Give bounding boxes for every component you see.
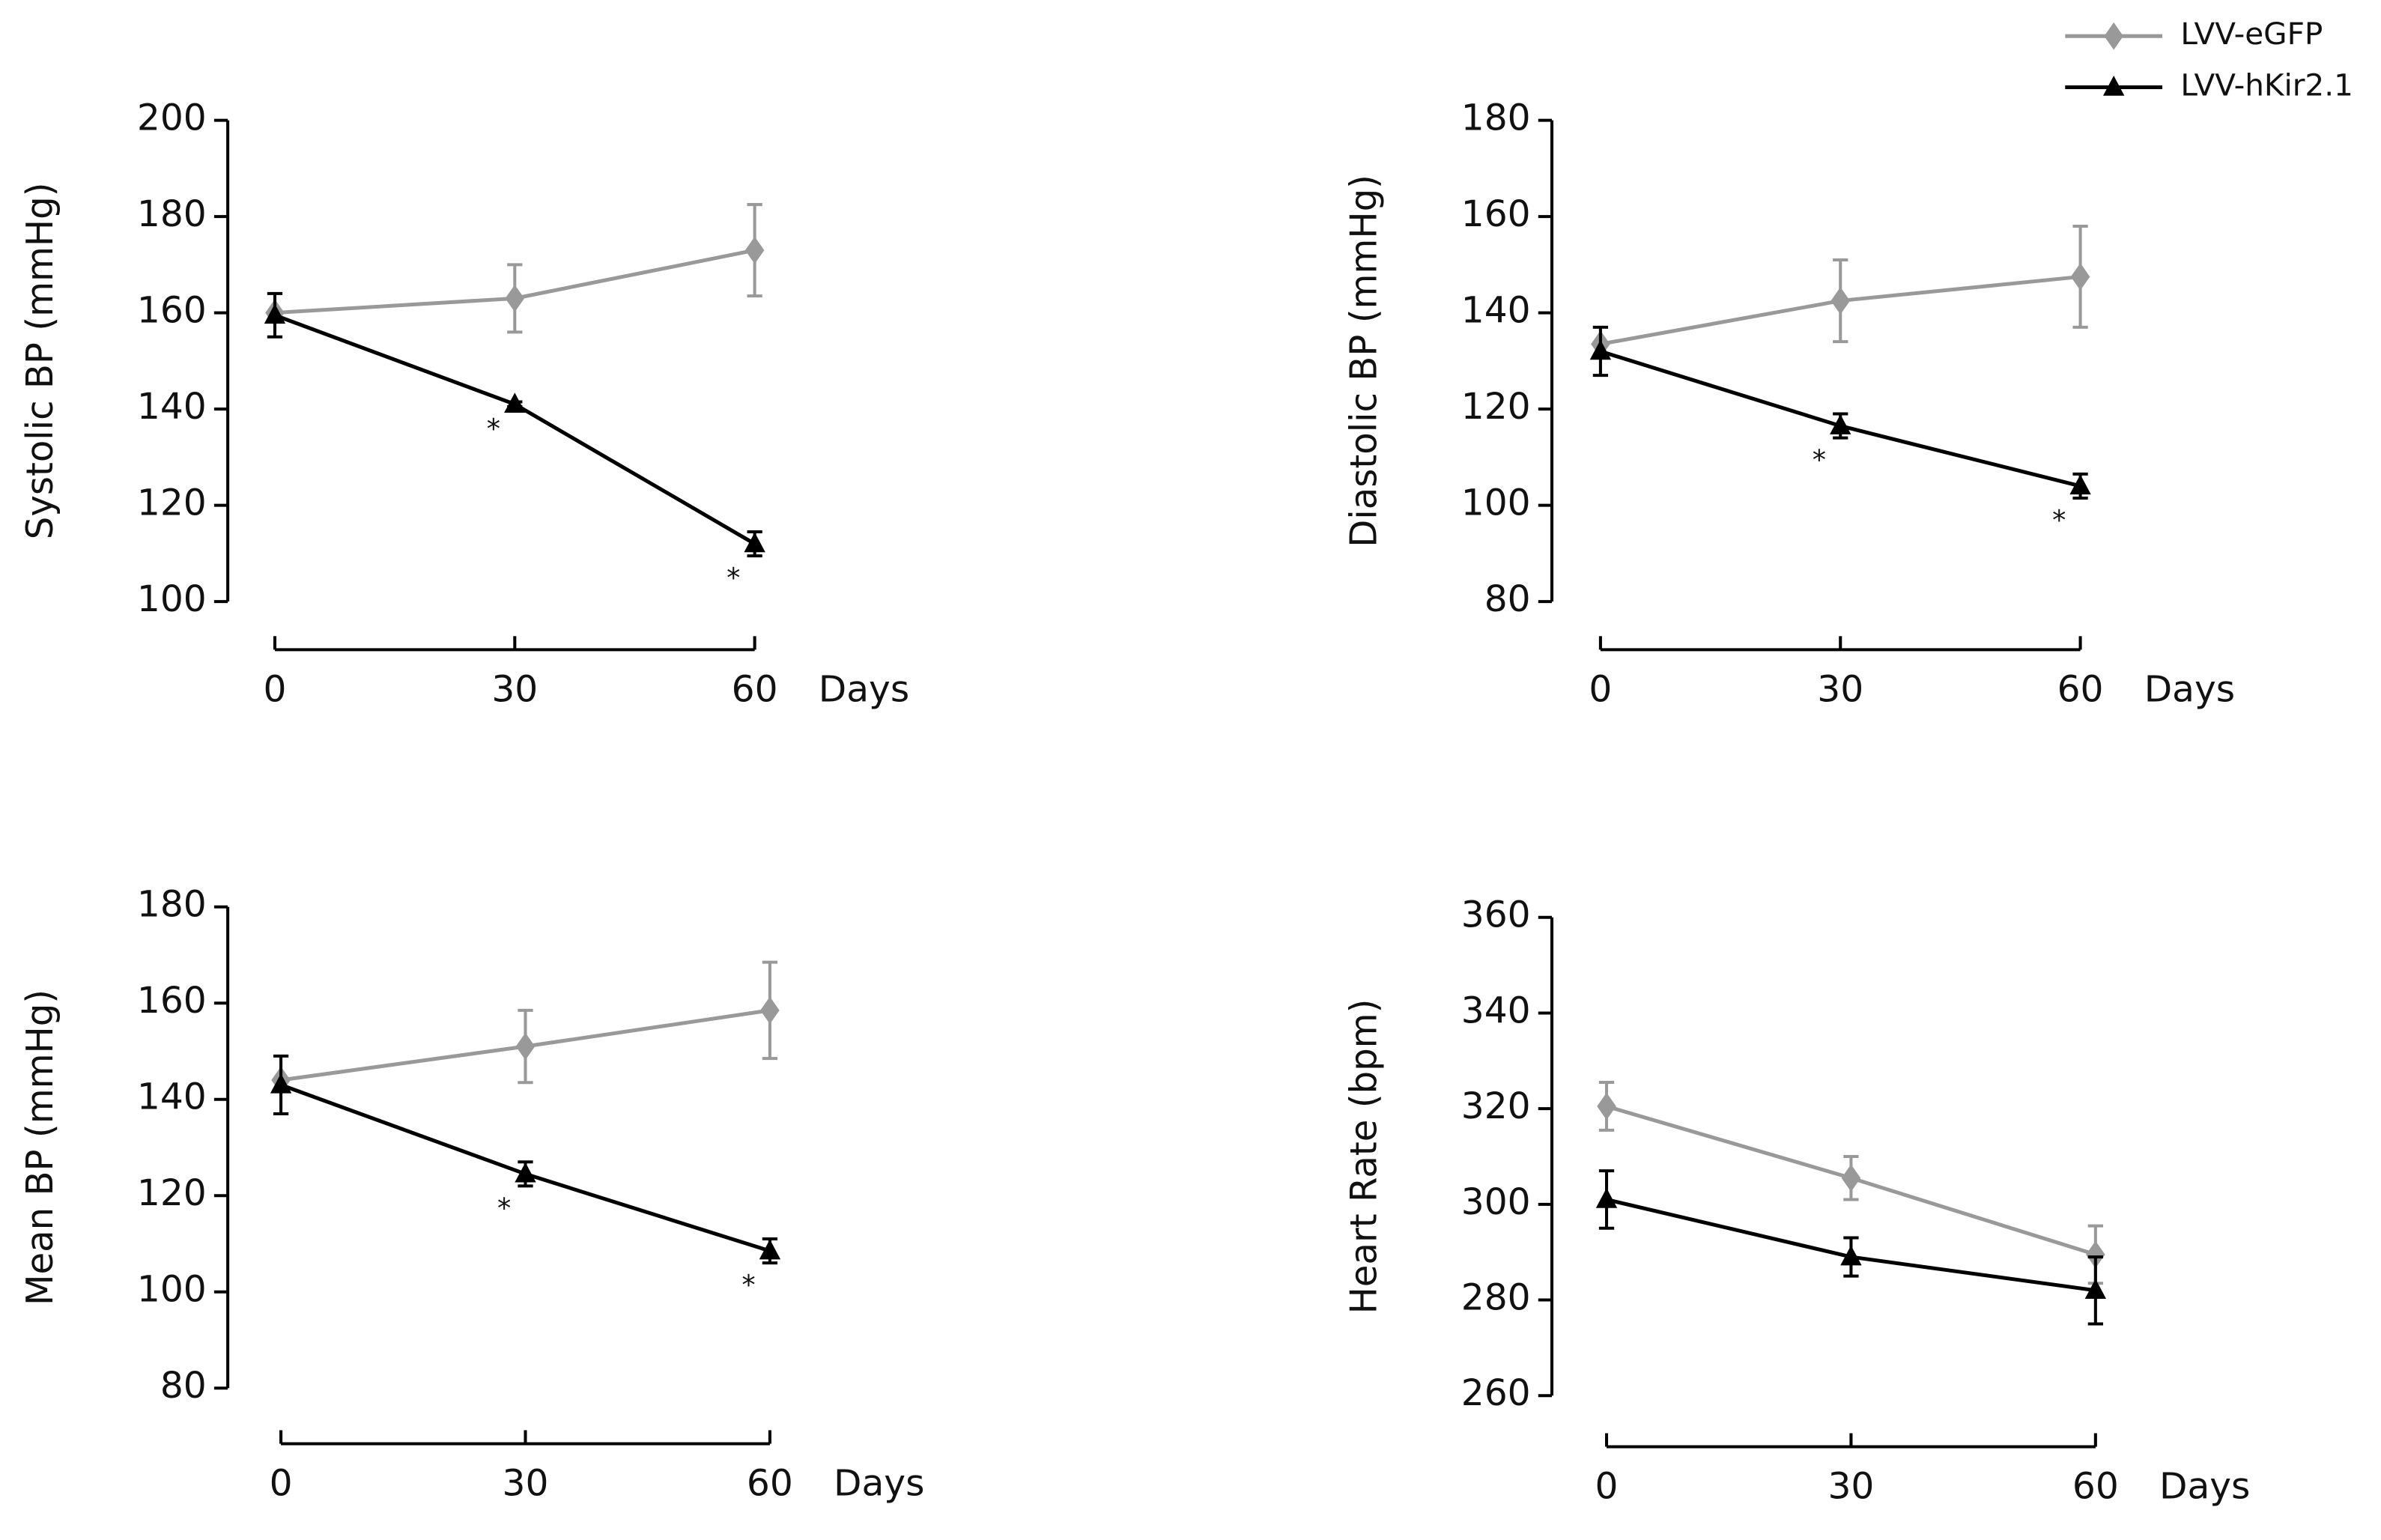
- legend-label: LVV-eGFP: [2180, 16, 2323, 52]
- y-axis-label: Systolic BP (mmHg): [19, 183, 61, 540]
- x-axis-label: Days: [819, 669, 909, 711]
- x-tick-label: 0: [263, 669, 286, 711]
- x-tick-label: 30: [1817, 669, 1863, 711]
- x-tick-label: 30: [503, 1463, 549, 1505]
- x-axis-label: Days: [2159, 1466, 2250, 1508]
- y-tick-label: 80: [160, 1365, 207, 1407]
- y-tick-label: 180: [137, 193, 207, 235]
- y-tick-label: 340: [1461, 990, 1531, 1032]
- y-tick-label: 140: [137, 386, 207, 428]
- x-tick-label: 30: [1828, 1466, 1874, 1508]
- triangle-marker: [264, 303, 286, 324]
- y-tick-label: 140: [1461, 290, 1531, 332]
- x-tick-label: 60: [732, 669, 778, 711]
- y-axis-label: Diastolic BP (mmHg): [1344, 175, 1386, 548]
- triangle-marker: [2069, 474, 2091, 495]
- y-tick-label: 100: [137, 1269, 207, 1311]
- x-axis-label: Days: [834, 1463, 924, 1505]
- x-tick-label: 30: [491, 669, 538, 711]
- y-tick-label: 280: [1461, 1277, 1531, 1319]
- diamond-marker: [2070, 263, 2090, 291]
- significance-mark: *: [487, 413, 500, 445]
- x-tick-label: 60: [747, 1463, 793, 1505]
- x-axis-label: Days: [2144, 669, 2235, 711]
- y-tick-label: 200: [137, 97, 207, 139]
- y-axis-label: Mean BP (mmHg): [19, 989, 61, 1306]
- x-tick-label: 60: [2057, 669, 2104, 711]
- x-tick-label: 0: [1589, 669, 1612, 711]
- triangle-marker: [744, 532, 765, 553]
- diamond-marker: [760, 996, 780, 1025]
- triangle-marker: [759, 1239, 781, 1260]
- y-tick-label: 100: [137, 578, 207, 620]
- diamond-marker: [505, 285, 525, 312]
- y-tick-label: 160: [137, 290, 207, 332]
- diamond-marker: [1841, 1164, 1861, 1192]
- y-tick-label: 120: [137, 1172, 207, 1214]
- triangle-marker: [1595, 1188, 1618, 1208]
- significance-mark: *: [497, 1192, 511, 1225]
- significance-mark: *: [1813, 444, 1826, 476]
- triangle-marker: [1830, 414, 1851, 434]
- triangle-marker: [1840, 1245, 1862, 1266]
- x-tick-label: 0: [1595, 1466, 1619, 1508]
- diamond-marker: [2104, 22, 2123, 50]
- triangle-marker: [270, 1073, 292, 1094]
- diamond-marker: [744, 236, 765, 264]
- y-tick-label: 300: [1461, 1181, 1531, 1223]
- y-tick-label: 260: [1461, 1372, 1531, 1414]
- triangle-marker: [515, 1162, 536, 1183]
- y-tick-label: 180: [1461, 97, 1531, 139]
- y-tick-label: 120: [1461, 386, 1531, 428]
- triangle-marker: [2102, 75, 2125, 96]
- y-tick-label: 100: [1461, 482, 1531, 524]
- y-tick-label: 360: [1461, 894, 1531, 936]
- x-tick-label: 0: [270, 1463, 293, 1505]
- triangle-marker: [2084, 1279, 2107, 1300]
- diamond-marker: [515, 1032, 536, 1061]
- y-tick-label: 160: [1461, 193, 1531, 235]
- triangle-marker: [504, 392, 526, 413]
- y-tick-label: 320: [1461, 1085, 1531, 1127]
- triangle-marker: [1589, 339, 1612, 360]
- legend-label: LVV-hKir2.1: [2180, 68, 2353, 103]
- y-axis-label: Heart Rate (bpm): [1344, 999, 1386, 1315]
- y-tick-label: 160: [137, 980, 207, 1022]
- significance-mark: *: [727, 562, 740, 594]
- diamond-marker: [1831, 287, 1851, 315]
- y-tick-label: 80: [1484, 578, 1531, 620]
- series-line: [274, 313, 756, 546]
- diamond-marker: [1597, 1092, 1616, 1121]
- y-tick-label: 140: [137, 1076, 207, 1118]
- x-tick-label: 60: [2072, 1466, 2119, 1508]
- significance-mark: *: [741, 1269, 755, 1301]
- y-tick-label: 180: [137, 884, 207, 926]
- significance-mark: *: [2052, 504, 2066, 536]
- y-tick-label: 120: [137, 482, 207, 524]
